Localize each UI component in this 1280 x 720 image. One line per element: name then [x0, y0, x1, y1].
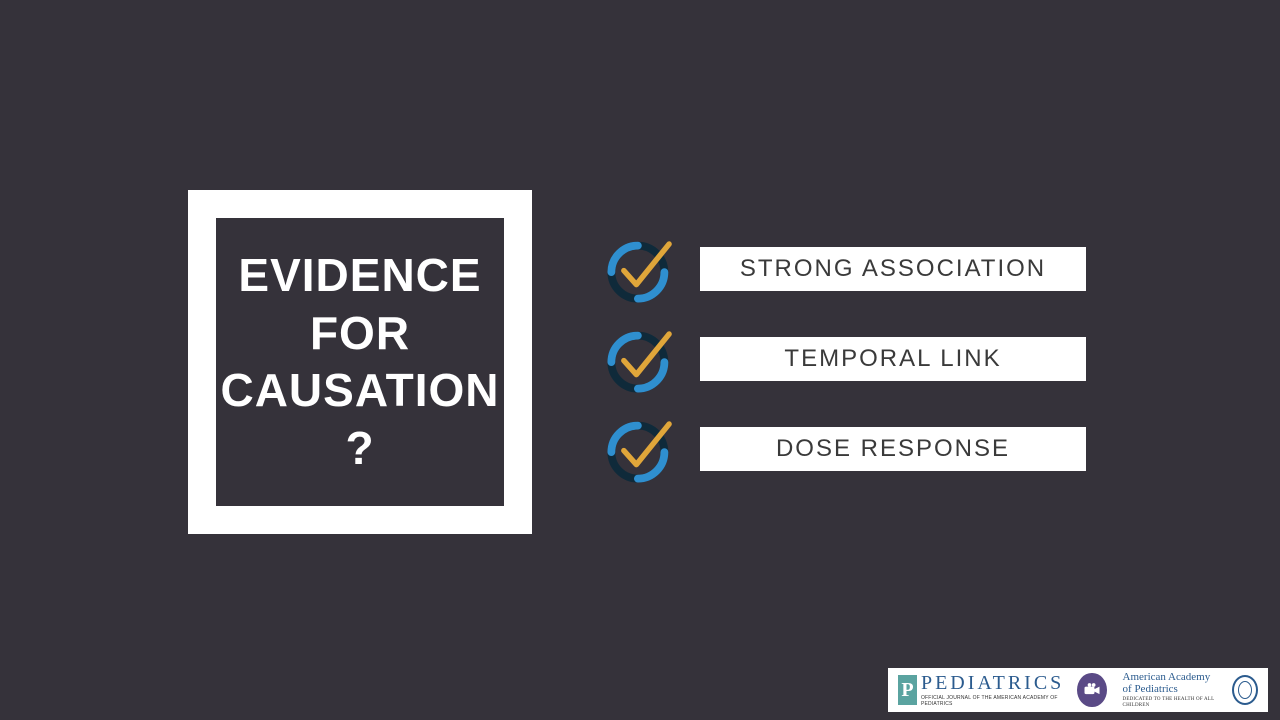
footer-brand-pediatrics: P PEDIATRICS OFFICIAL JOURNAL OF THE AME… — [898, 673, 1067, 707]
pediatrics-word: PEDIATRICS — [921, 673, 1067, 693]
checkmark-icon — [602, 410, 680, 488]
slide-stage: EVIDENCEFORCAUSATION? P PEDIATRICS OFFIC… — [0, 0, 1280, 720]
criterion-row: STRONG ASSOCIATION — [602, 230, 1086, 308]
p-block-icon: P — [898, 675, 917, 705]
title-text: EVIDENCEFORCAUSATION? — [220, 247, 499, 477]
criterion-row: TEMPORAL LINK — [602, 320, 1086, 398]
aap-line2: of Pediatrics — [1123, 684, 1224, 696]
aap-seal-icon — [1232, 675, 1258, 705]
footer-bar: P PEDIATRICS OFFICIAL JOURNAL OF THE AME… — [888, 668, 1268, 712]
title-box: EVIDENCEFORCAUSATION? — [188, 190, 532, 534]
criterion-label: STRONG ASSOCIATION — [700, 247, 1086, 291]
criterion-row: DOSE RESPONSE — [602, 410, 1086, 488]
pediatrics-sub: OFFICIAL JOURNAL OF THE AMERICAN ACADEMY… — [921, 695, 1067, 707]
criterion-label: DOSE RESPONSE — [700, 427, 1086, 471]
criterion-label: TEMPORAL LINK — [700, 337, 1086, 381]
title-inner: EVIDENCEFORCAUSATION? — [216, 218, 504, 506]
footer-brand-aap: American Academy of Pediatrics DEDICATED… — [1123, 672, 1258, 708]
camera-badge-icon — [1077, 673, 1106, 707]
checkmark-icon — [602, 320, 680, 398]
aap-sub: DEDICATED TO THE HEALTH OF ALL CHILDREN — [1123, 697, 1224, 708]
checkmark-icon — [602, 230, 680, 308]
